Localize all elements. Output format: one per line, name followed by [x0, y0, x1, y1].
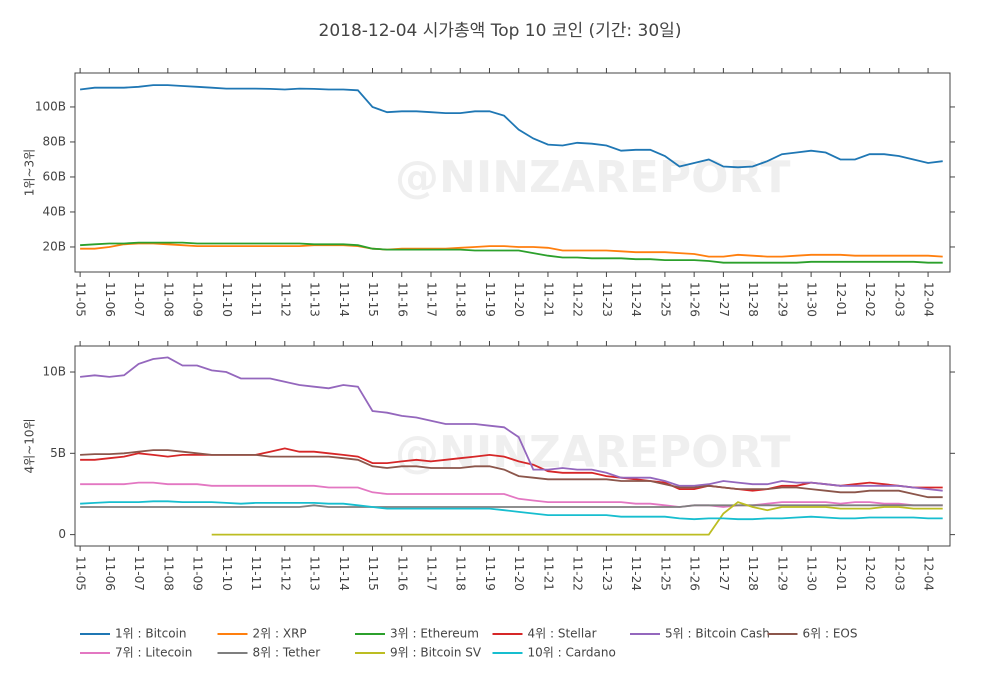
x-tick-label: 11-26 — [688, 282, 702, 317]
x-tick-label: 11-06 — [103, 556, 117, 591]
plot-frame — [74, 345, 951, 547]
x-tick-label: 11-28 — [746, 282, 760, 317]
x-tick-label: 11-09 — [191, 556, 205, 591]
x-tick-label: 11-16 — [395, 556, 409, 591]
x-tick-label: 11-20 — [512, 282, 526, 317]
x-tick-label: 11-12 — [278, 556, 292, 591]
series-line — [80, 481, 943, 508]
x-tick-label: 12-01 — [834, 556, 848, 591]
x-tick-label: 11-21 — [541, 556, 555, 591]
x-tick-label: 11-08 — [161, 556, 175, 591]
x-tick-label: 11-24 — [629, 556, 643, 591]
y-tick-label: 40B — [42, 204, 66, 218]
x-tick-label: 11-05 — [74, 556, 88, 591]
x-tick-label: 11-23 — [600, 556, 614, 591]
x-tick-label: 11-11 — [249, 556, 263, 591]
y-tick-label: 100B — [35, 99, 66, 113]
x-tick-label: 11-28 — [746, 556, 760, 591]
series-line — [80, 504, 943, 508]
x-tick-label: 11-11 — [249, 282, 263, 317]
series-line — [80, 356, 943, 492]
y-tick-label: 60B — [42, 169, 66, 183]
x-tick-label: 11-27 — [717, 282, 731, 317]
x-tick-label: 11-30 — [805, 556, 819, 591]
chart-title: 2018-12-04 시가총액 Top 10 코인 (기간: 30일) — [319, 21, 682, 41]
y-tick-label: 10B — [42, 365, 66, 379]
x-tick-label: 11-16 — [395, 282, 409, 317]
series-line — [80, 241, 943, 264]
y-tick-label: 0 — [58, 527, 66, 541]
x-tick-label: 11-15 — [366, 282, 380, 317]
legend-label: 9위 : Bitcoin SV — [390, 646, 482, 660]
legend-label: 8위 : Tether — [253, 646, 321, 660]
x-tick-label: 11-22 — [571, 282, 585, 317]
y-axis-title: 1위~3위 — [23, 149, 37, 196]
legend-label: 4위 : Stellar — [528, 627, 597, 641]
series-line — [80, 242, 943, 258]
x-tick-label: 11-18 — [454, 282, 468, 317]
y-tick-label: 5B — [50, 446, 66, 460]
x-tick-label: 11-13 — [308, 556, 322, 591]
x-tick-label: 12-03 — [892, 282, 906, 317]
y-axis-title: 4위~10위 — [23, 418, 37, 473]
x-tick-label: 11-07 — [132, 556, 146, 591]
legend-label: 3위 : Ethereum — [390, 627, 479, 641]
legend-label: 10위 : Cardano — [528, 646, 616, 660]
x-tick-label: 11-30 — [805, 282, 819, 317]
x-tick-label: 11-23 — [600, 282, 614, 317]
x-tick-label: 12-03 — [892, 556, 906, 591]
x-tick-label: 11-29 — [775, 282, 789, 317]
x-tick-label: 11-22 — [571, 556, 585, 591]
x-tick-label: 11-25 — [658, 556, 672, 591]
x-tick-label: 11-09 — [191, 282, 205, 317]
x-tick-label: 11-21 — [541, 282, 555, 317]
x-tick-label: 11-07 — [132, 282, 146, 317]
series-line — [211, 501, 943, 536]
x-tick-label: 11-19 — [483, 556, 497, 591]
x-tick-label: 11-20 — [512, 556, 526, 591]
legend-label: 1위 : Bitcoin — [115, 627, 187, 641]
x-tick-label: 12-04 — [922, 282, 936, 317]
x-tick-label: 11-17 — [424, 282, 438, 317]
legend-label: 7위 : Litecoin — [115, 646, 192, 660]
x-tick-label: 12-02 — [863, 556, 877, 591]
x-tick-label: 12-01 — [834, 282, 848, 317]
x-tick-label: 11-14 — [337, 282, 351, 317]
x-tick-label: 11-25 — [658, 282, 672, 317]
x-tick-label: 11-19 — [483, 282, 497, 317]
x-tick-label: 11-24 — [629, 282, 643, 317]
x-tick-label: 12-04 — [922, 556, 936, 591]
legend-label: 5위 : Bitcoin Cash — [665, 627, 770, 641]
x-tick-label: 11-15 — [366, 556, 380, 591]
x-tick-label: 11-18 — [454, 556, 468, 591]
x-tick-label: 11-12 — [278, 282, 292, 317]
x-tick-label: 11-17 — [424, 556, 438, 591]
x-tick-label: 11-10 — [220, 282, 234, 317]
x-tick-label: 12-02 — [863, 282, 877, 317]
y-tick-label: 80B — [42, 134, 66, 148]
x-tick-label: 11-26 — [688, 556, 702, 591]
plot-frame — [74, 72, 951, 273]
y-tick-label: 20B — [42, 239, 66, 253]
series-line — [80, 500, 943, 521]
x-tick-label: 11-08 — [161, 282, 175, 317]
x-tick-label: 11-10 — [220, 556, 234, 591]
legend-label: 2위 : XRP — [253, 627, 307, 641]
series-line — [79, 84, 943, 169]
x-tick-label: 11-27 — [717, 556, 731, 591]
x-tick-label: 11-06 — [103, 282, 117, 317]
x-tick-label: 11-05 — [74, 282, 88, 317]
legend-label: 6위 : EOS — [803, 627, 858, 641]
watermark: @NINZAREPORT — [395, 152, 790, 203]
x-tick-label: 11-13 — [308, 282, 322, 317]
series-line — [80, 449, 943, 499]
x-tick-label: 11-29 — [775, 556, 789, 591]
x-tick-label: 11-14 — [337, 556, 351, 591]
